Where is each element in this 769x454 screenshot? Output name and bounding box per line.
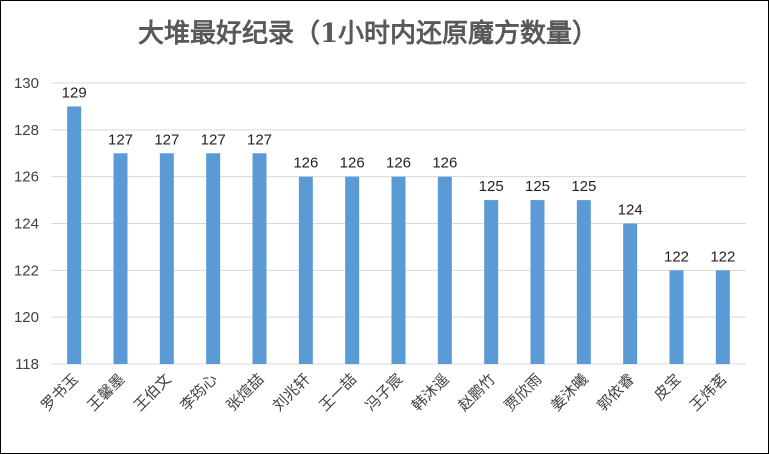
- category-label: 王伯文: [130, 370, 175, 415]
- x-axis: 罗书玉 王馨墨 王伯文 李筠心 张煊喆 刘兆轩 王一喆 冯子宸 韩沐遥 赵鹏竹 贾欣雨 姜沐曦 郭依睿皮…: [37, 370, 730, 415]
- category-label: 李筠心: [176, 370, 221, 415]
- category-label: 张煊喆: [223, 370, 268, 415]
- y-tick-label: 126: [14, 169, 39, 186]
- y-axis: 118 120 122 124 126 128 130: [14, 75, 39, 373]
- y-tick-label: 130: [14, 75, 39, 92]
- bar: [67, 106, 82, 365]
- data-label: 129: [62, 84, 87, 101]
- bar: [159, 153, 174, 364]
- data-label: 122: [664, 248, 689, 265]
- bar: [484, 200, 499, 364]
- data-label: 127: [154, 131, 179, 148]
- bars: [67, 106, 730, 365]
- bar: [715, 270, 730, 364]
- category-label: 罗书玉: [37, 370, 82, 415]
- y-tick-label: 128: [14, 122, 39, 139]
- bar: [623, 223, 638, 364]
- data-label: 126: [293, 155, 318, 172]
- category-label: 赵鹏竹: [454, 370, 499, 415]
- bar: [113, 153, 128, 364]
- bar: [206, 153, 221, 364]
- y-tick-label: 120: [14, 309, 39, 326]
- category-label: 王炜茗: [686, 370, 731, 415]
- bar: [252, 153, 267, 364]
- category-label: 刘兆轩: [269, 370, 314, 415]
- bar: [298, 176, 313, 364]
- category-label: 王馨墨: [84, 370, 129, 415]
- data-label: 124: [618, 202, 643, 219]
- chart-title: 大堆最好纪录（1小时内还原魔方数量）: [138, 18, 598, 49]
- data-label: 126: [386, 155, 411, 172]
- data-label: 125: [571, 178, 596, 195]
- category-label: 郭依睿: [593, 370, 638, 415]
- data-label: 127: [201, 131, 226, 148]
- bar: [576, 200, 591, 364]
- category-label: 姜沐曦: [547, 370, 592, 415]
- y-tick-label: 124: [14, 216, 39, 233]
- data-label: 127: [108, 131, 133, 148]
- data-label: 125: [479, 178, 504, 195]
- category-label: 王一喆: [315, 370, 360, 415]
- bar: [437, 176, 452, 364]
- category-label: 韩沐遥: [408, 370, 453, 415]
- bar: [669, 270, 684, 364]
- category-label: 贾欣雨: [501, 370, 546, 415]
- data-label: 126: [340, 155, 365, 172]
- data-label: 122: [710, 248, 735, 265]
- data-label: 127: [247, 131, 272, 148]
- bar: [391, 176, 406, 364]
- data-label: 125: [525, 178, 550, 195]
- data-labels: 129 127 127 127 127 126 126 126 126 125 125 125 124 1…: [62, 84, 736, 265]
- category-label: 皮宝: [650, 370, 684, 404]
- data-label: 126: [432, 155, 457, 172]
- bar: [345, 176, 360, 364]
- category-label: 冯子宸: [362, 370, 407, 415]
- bar: [530, 200, 545, 364]
- y-tick-label: 122: [14, 262, 39, 279]
- y-tick-label: 118: [15, 356, 39, 373]
